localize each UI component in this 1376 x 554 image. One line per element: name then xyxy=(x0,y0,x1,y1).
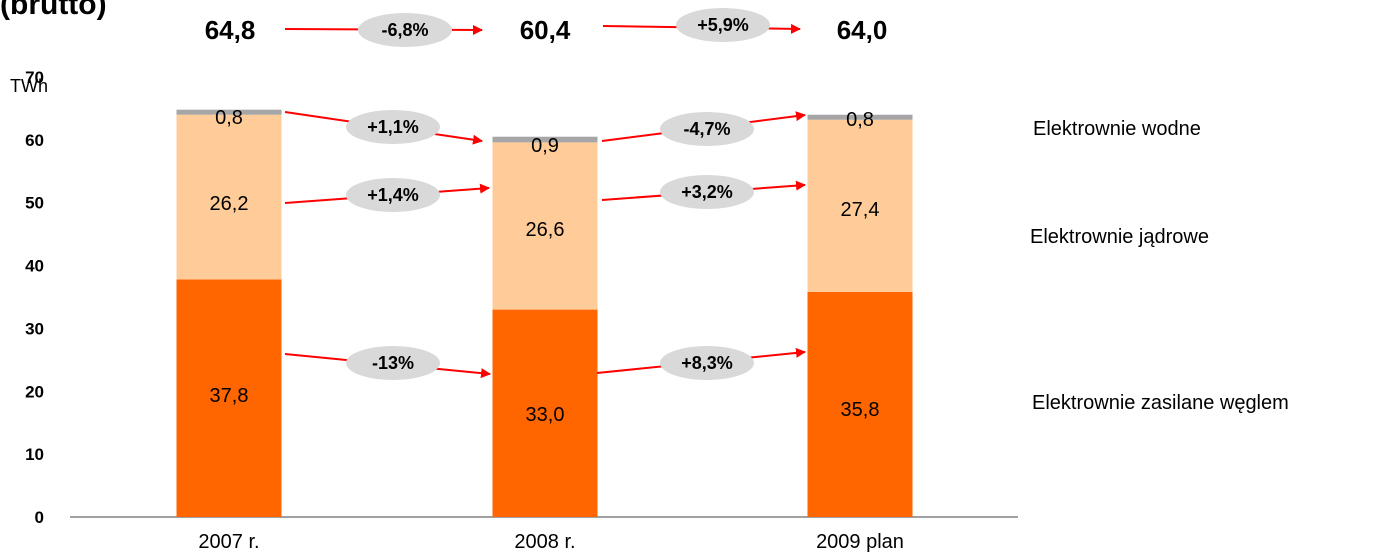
bar-segment xyxy=(807,119,913,292)
change-label: +5,9% xyxy=(697,15,749,35)
x-category-label: 2008 r. xyxy=(514,531,575,553)
change-label: -13% xyxy=(372,353,414,373)
y-tick-label: 30 xyxy=(25,319,44,338)
change-bubble xyxy=(346,110,440,144)
segment-value-label: 26,2 xyxy=(210,193,249,215)
bar-segment xyxy=(807,291,913,517)
y-tick-label: 20 xyxy=(25,382,44,401)
x-category-label: 2009 plan xyxy=(816,531,904,553)
y-tick-label: 70 xyxy=(25,68,44,87)
change-bubble xyxy=(660,346,754,380)
bar-segment xyxy=(492,309,598,517)
stacked-bars xyxy=(176,109,913,517)
bar-segment xyxy=(176,279,282,517)
bar-segment xyxy=(492,142,598,310)
series-labels: Elektrownie zasilane węglem Elektrownie j… xyxy=(1030,118,1289,414)
bar-segment xyxy=(176,109,282,115)
segment-value-label: 26,6 xyxy=(526,219,565,241)
change-bubble xyxy=(358,13,452,47)
series-label: Elektrownie jądrowe xyxy=(1030,226,1209,248)
change-bubble xyxy=(346,346,440,380)
bar-segment xyxy=(807,114,913,120)
change-label: +1,1% xyxy=(367,117,419,137)
series-label: Elektrownie zasilane węglem xyxy=(1032,392,1289,414)
x-axis-ticks: 2007 r. 2008 r. 2009 plan xyxy=(198,531,904,553)
change-annotations: -6,8% +5,9% +1,1% -4,7% +1,4% +3,2% -13% +8,3% xyxy=(284,8,806,380)
bar-segment xyxy=(492,136,598,143)
change-bubble xyxy=(660,175,754,209)
total-labels: 64,8 60,4 64,0 xyxy=(205,15,888,45)
y-axis-unit-label: TWh xyxy=(10,76,48,96)
change-bubble xyxy=(676,8,770,42)
segment-value-labels: 37,8 26,2 0,8 33,0 26,6 0,9 35,8 27,4 0,8 xyxy=(210,107,880,426)
change-label: +3,2% xyxy=(681,182,733,202)
total-label: 64,8 xyxy=(205,15,256,45)
change-label: -6,8% xyxy=(381,20,428,40)
y-axis: 0 10 20 30 40 50 60 70 xyxy=(25,68,44,527)
change-label: -4,7% xyxy=(683,119,730,139)
change-label: +1,4% xyxy=(367,185,419,205)
bar-segment xyxy=(176,114,282,280)
segment-value-label: 37,8 xyxy=(210,385,249,407)
segment-value-label: 27,4 xyxy=(841,199,880,221)
x-category-label: 2007 r. xyxy=(198,531,259,553)
y-tick-label: 50 xyxy=(25,194,44,213)
change-bubble xyxy=(660,112,754,146)
segment-value-label: 0,8 xyxy=(215,107,243,129)
change-label: +8,3% xyxy=(681,353,733,373)
change-bubble xyxy=(346,178,440,212)
series-label: Elektrownie wodne xyxy=(1033,118,1201,140)
segment-value-label: 0,8 xyxy=(846,109,874,131)
y-tick-label: 60 xyxy=(25,131,44,150)
total-label: 60,4 xyxy=(520,15,571,45)
y-tick-label: 0 xyxy=(35,508,44,527)
y-tick-label: 10 xyxy=(25,445,44,464)
segment-value-label: 33,0 xyxy=(526,404,565,426)
segment-value-label: 0,9 xyxy=(531,135,559,157)
total-label: 64,0 xyxy=(837,15,888,45)
y-tick-label: 40 xyxy=(25,257,44,276)
segment-value-label: 35,8 xyxy=(841,399,880,421)
chart-title-fragment: (brutto) xyxy=(0,0,107,21)
